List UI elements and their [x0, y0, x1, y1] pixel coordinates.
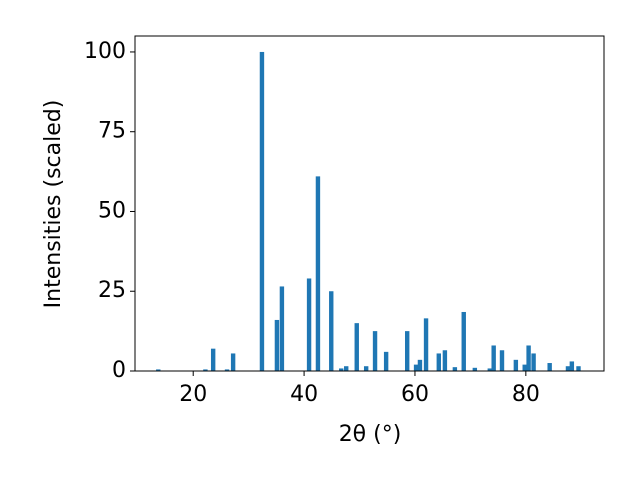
- bar: [417, 359, 423, 371]
- bar: [329, 291, 334, 371]
- bar: [203, 369, 208, 371]
- bar: [491, 345, 496, 371]
- bar: [461, 311, 466, 371]
- bar: [531, 353, 536, 371]
- bar: [576, 366, 581, 371]
- bar: [279, 286, 285, 371]
- bar: [499, 350, 505, 371]
- bar: [452, 367, 458, 371]
- bar: [306, 278, 312, 371]
- bar: [442, 350, 448, 371]
- bar: [472, 367, 478, 371]
- bar: [513, 359, 519, 371]
- bar: [487, 368, 492, 371]
- bar: [339, 368, 344, 371]
- bar: [156, 369, 161, 371]
- bar: [547, 363, 552, 371]
- bar: [224, 369, 230, 371]
- bar: [404, 331, 410, 371]
- plot-frame: [134, 35, 605, 372]
- y-axis-label: Intensities (scaled): [41, 100, 66, 309]
- x-tick-label: 80: [512, 382, 540, 407]
- bar: [210, 348, 216, 371]
- bar: [354, 323, 359, 371]
- y-tick-label: 50: [98, 198, 126, 223]
- bar: [372, 331, 378, 371]
- bar: [565, 366, 571, 371]
- x-tick-label: 40: [290, 382, 318, 407]
- bar: [315, 176, 321, 371]
- bar: [230, 353, 236, 371]
- bar: [522, 364, 527, 371]
- bar: [363, 366, 369, 371]
- bar: [259, 51, 265, 371]
- x-tick-label: 20: [179, 382, 207, 407]
- x-tick-label: 60: [401, 382, 429, 407]
- bar: [423, 318, 429, 371]
- y-tick-label: 100: [84, 39, 126, 64]
- bar: [436, 353, 441, 371]
- bar: [526, 345, 531, 371]
- bar: [569, 361, 575, 371]
- bar: [413, 364, 419, 371]
- y-tick-label: 0: [112, 358, 126, 383]
- y-tick-label: 25: [98, 278, 126, 303]
- bar: [274, 319, 280, 371]
- x-axis-label: 2θ (°): [339, 422, 402, 447]
- bar: [344, 366, 349, 371]
- bar: [383, 351, 389, 371]
- y-tick-label: 75: [98, 119, 126, 144]
